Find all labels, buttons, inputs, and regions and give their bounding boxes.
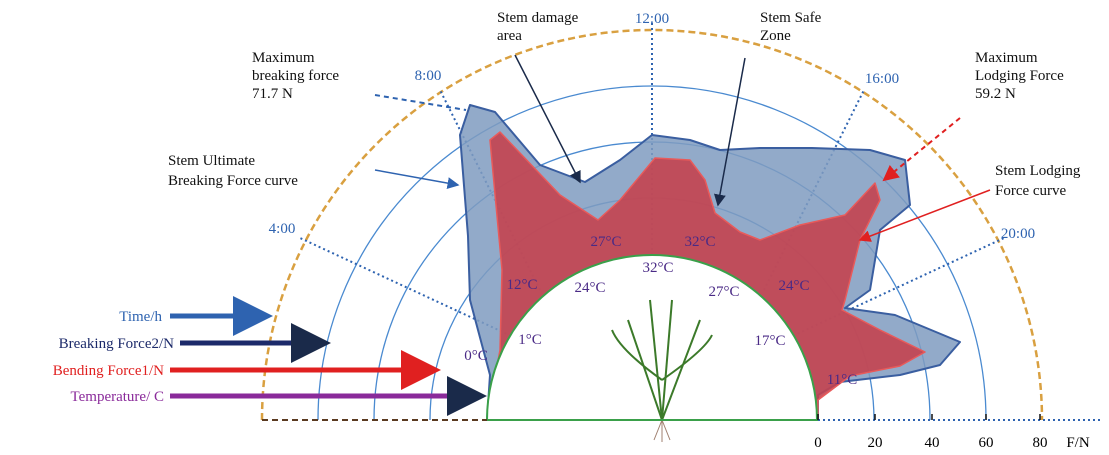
- annotation: Stem Lodging Force curve: [995, 163, 1081, 199]
- annotation-line: Stem Safe: [760, 10, 822, 26]
- tick-label: 20: [868, 435, 883, 451]
- legend-label: Time/h: [119, 309, 162, 325]
- annotation-line: Stem Ultimate: [168, 153, 255, 169]
- annotation-line: Breaking Force curve: [168, 173, 298, 189]
- annotation: Maximum Lodging Force 59.2 N: [975, 50, 1064, 102]
- temp-label: 1°C: [518, 332, 542, 348]
- annotation: Stem damage area: [497, 10, 579, 44]
- tick-label: 60: [979, 435, 994, 451]
- annotation-line: Zone: [760, 28, 791, 44]
- temp-label: 11°C: [827, 372, 857, 388]
- time-label: 12:00: [635, 11, 669, 27]
- temp-label: 27°C: [708, 284, 739, 300]
- axis-label: F/N: [1066, 435, 1090, 451]
- annotation-line: 71.7 N: [252, 86, 293, 102]
- f-axis-labels: 0 20 40 60 80 F/N: [814, 435, 1090, 451]
- f-axis-ticks: [817, 414, 1041, 420]
- annotation: Maximum breaking force 71.7 N: [252, 50, 339, 102]
- inner-arc: [485, 254, 819, 421]
- annotation-line: Force curve: [995, 183, 1067, 199]
- temp-label: 32°C: [642, 260, 673, 276]
- tick-label: 0: [814, 435, 822, 451]
- annotation-line: Stem Lodging: [995, 163, 1081, 179]
- legend: Time/h Breaking Force2/N Bending Force1/…: [53, 296, 487, 416]
- annotation-arrows: [374, 54, 991, 242]
- legend-label: Bending Force1/N: [53, 363, 164, 379]
- tick-label: 80: [1033, 435, 1048, 451]
- annotation-line: 59.2 N: [975, 86, 1016, 102]
- temperature-labels: 0°C 1°C 12°C 24°C 27°C 32°C 32°C 27°C 24…: [464, 234, 857, 388]
- annotation: Stem Ultimate Breaking Force curve: [168, 153, 298, 189]
- temp-label: 24°C: [778, 278, 809, 294]
- legend-label: Temperature/ C: [71, 389, 165, 405]
- annotation-line: Maximum: [975, 50, 1038, 66]
- temp-label: 0°C: [464, 348, 488, 364]
- annotation-line: breaking force: [252, 68, 339, 84]
- time-label: 4:00: [269, 221, 296, 237]
- time-label: 8:00: [415, 68, 442, 84]
- annotation-line: area: [497, 28, 522, 44]
- plant: [611, 299, 713, 442]
- temp-label: 24°C: [574, 280, 605, 296]
- temp-label: 17°C: [754, 333, 785, 349]
- legend-label: Breaking Force2/N: [59, 336, 175, 352]
- temp-label: 27°C: [590, 234, 621, 250]
- annotation-line: Maximum: [252, 50, 315, 66]
- annotation-line: Stem damage: [497, 10, 579, 26]
- time-labels: 12:00 8:00 16:00 4:00 20:00: [269, 11, 1035, 242]
- time-label: 20:00: [1001, 226, 1035, 242]
- time-label: 16:00: [865, 71, 899, 87]
- annotation: Stem Safe Zone: [760, 10, 822, 44]
- tick-label: 40: [925, 435, 940, 451]
- temp-label: 32°C: [684, 234, 715, 250]
- temp-label: 12°C: [506, 277, 537, 293]
- annotations: Stem damage area Stem Safe Zone Maximum bre…: [168, 10, 1081, 199]
- annotation-line: Lodging Force: [975, 68, 1064, 84]
